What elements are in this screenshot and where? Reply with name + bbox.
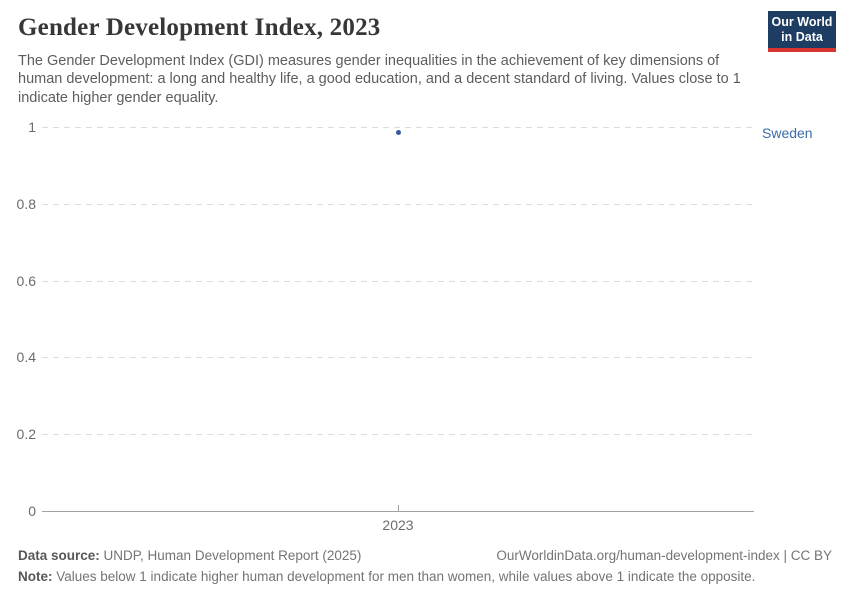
y-axis-tick-label: 0.4 bbox=[16, 349, 36, 365]
note-label: Note: bbox=[18, 569, 53, 584]
x-axis-tick-label: 2023 bbox=[382, 517, 414, 533]
owid-logo[interactable]: Our World in Data bbox=[768, 11, 836, 52]
chart-footer: Data source: UNDP, Human Development Rep… bbox=[18, 548, 832, 563]
subtitle-line: human development: a long and healthy li… bbox=[18, 71, 729, 88]
y-axis-tick-label: 1 bbox=[28, 119, 36, 135]
chart-subtitle: The Gender Development Index (GDI) measu… bbox=[18, 52, 758, 107]
owid-logo-line2: in Data bbox=[781, 30, 823, 44]
chart-note: Note: Values below 1 indicate higher hum… bbox=[18, 569, 832, 584]
y-axis-tick-label: 0.2 bbox=[16, 426, 36, 442]
y-axis-tick-label: 0 bbox=[28, 503, 36, 519]
owid-logo-line1: Our World bbox=[771, 15, 833, 29]
y-axis-tick-label: 0.8 bbox=[16, 196, 36, 212]
x-axis-line bbox=[42, 511, 754, 512]
data-source-value: UNDP, Human Development Report (2025) bbox=[99, 548, 362, 563]
owid-url-license[interactable]: OurWorldinData.org/human-development-ind… bbox=[496, 548, 832, 563]
entity-label-sweden[interactable]: Sweden bbox=[762, 125, 813, 141]
gridline-0-2 bbox=[42, 434, 754, 435]
gridline-0-8 bbox=[42, 204, 754, 205]
data-point-sweden[interactable] bbox=[396, 130, 401, 135]
y-axis-tick-label: 0.6 bbox=[16, 273, 36, 289]
gridline-1 bbox=[42, 127, 754, 128]
note-text: Values below 1 indicate higher human dev… bbox=[52, 569, 756, 584]
data-source-label: Data source: bbox=[18, 548, 100, 563]
page-title: Gender Development Index, 2023 bbox=[18, 14, 381, 41]
gridline-0-6 bbox=[42, 281, 754, 282]
data-source-text: Data source: UNDP, Human Development Rep… bbox=[18, 548, 361, 563]
subtitle-line: 1 indicate higher gender equality. bbox=[18, 71, 741, 106]
gridline-0-4 bbox=[42, 357, 754, 358]
x-axis-tick-mark bbox=[398, 505, 399, 511]
subtitle-line: The Gender Development Index (GDI) measu… bbox=[18, 53, 720, 69]
